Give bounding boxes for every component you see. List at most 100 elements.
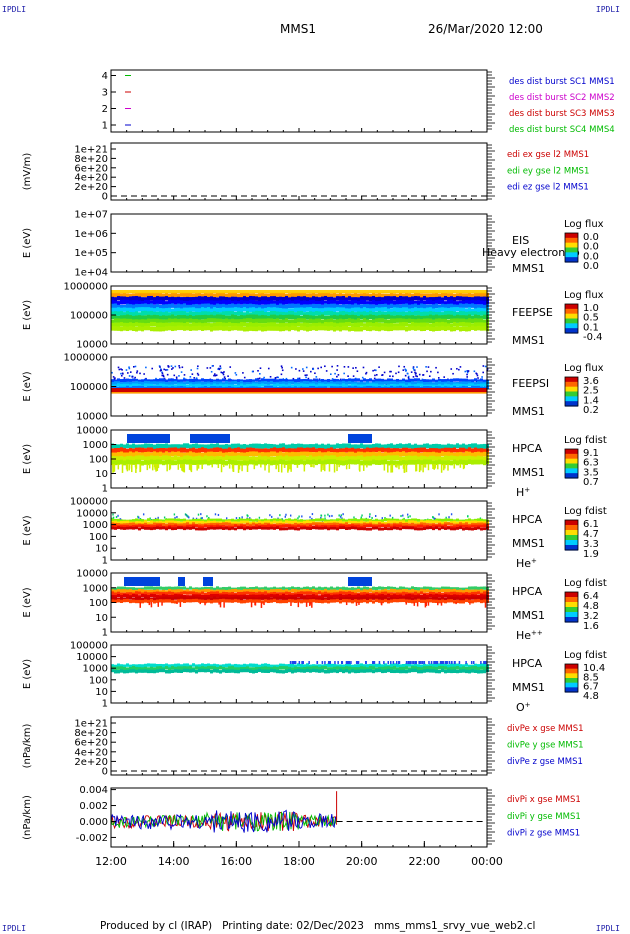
spectrogram-dot [167,366,170,368]
feepse-spectrogram-cell [465,322,468,327]
hpca_he1-spectrogram-cell [408,526,411,530]
feepse-spectrogram-cell [228,299,231,305]
feepse-spectrogram-cell [339,311,342,316]
hpca_he1-spectrogram-cell [459,526,462,530]
spectrogram-spike [228,464,231,469]
spectrogram-dot [145,366,147,369]
feepse-spectrogram-cell [345,308,348,313]
hpca_h-spectrogram-cell [408,459,411,465]
hpca_h-spectrogram-cell [330,452,333,457]
feepsi-spectrogram-cell [264,381,267,385]
feepse-spectrogram-cell [156,322,159,328]
feepse-spectrogram-cell [189,326,192,331]
y-tick-label: 0 [102,192,108,203]
hpca_h-spectrogram-cell [375,447,378,453]
spectrogram-spike [154,464,156,470]
hpca_he2-spectrogram-cell [237,599,240,603]
feepse-spectrogram-cell [159,304,162,310]
feepse-spectrogram-cell [369,322,372,327]
feepse-spectrogram-cell [174,297,177,302]
hpca_h-spectrogram-cell [399,443,402,449]
feepse-spectrogram-cell [138,322,141,328]
hpca_he2-spectrogram-cell [402,589,405,593]
spectrogram-patch [190,434,230,443]
spectrogram-dot [219,365,222,367]
hpca_he1-spectrogram-cell [459,520,462,524]
spectrogram-dot [397,371,400,374]
hpca_h-spectrogram-cell [123,460,126,466]
feepse-spectrogram-cell [363,325,366,331]
hpca_h-spectrogram-cell [369,456,372,462]
feepse-spectrogram-cell [333,322,336,328]
hpca_he1-spectrogram-cell [330,519,333,523]
feepse-spectrogram-cell [303,304,306,309]
hpca_he2-spectrogram-cell [306,589,309,593]
hpca_h-spectrogram-cell [120,451,123,457]
feepse-spectrogram-cell [126,299,129,305]
spectrogram-dot [373,377,376,380]
feepsi-spectrogram-cell [243,379,246,384]
spectrogram-spike [126,464,129,472]
feepsi-spectrogram-cell [147,386,150,390]
spectrogram-spike [151,464,154,471]
hpca_he2-spectrogram-cell [267,594,270,598]
hpca_he2-spectrogram-cell [372,594,375,598]
hpca_he2-spectrogram-cell [363,586,366,590]
feepse-spectrogram-cell [225,326,228,331]
hpca_he1-spectrogram-cell [426,520,429,524]
hpca_he2-spectrogram-cell [306,586,309,590]
hpca_h-spectrogram-cell [393,448,396,453]
feepse-spectrogram-cell [294,296,297,302]
spectrogram-dot [127,372,129,374]
hpca_he2-spectrogram-cell [171,591,174,596]
feepse-spectrogram-cell [186,318,189,324]
hpca_he2-spectrogram-cell [321,594,324,599]
feepsi-spectrogram-cell [270,385,273,390]
feepse-spectrogram-cell [309,323,312,328]
feepse-spectrogram-cell [192,311,195,317]
hpca_he2-spectrogram-cell [210,586,213,590]
feepse-spectrogram-cell [297,292,300,298]
hpca_he1-spectrogram-cell [198,525,201,529]
hpca_he1-spectrogram-cell [351,526,354,530]
hpca_he1-spectrogram-cell [327,521,330,524]
feepsi-spectrogram-cell [246,384,249,388]
spectrogram-dot [343,366,346,368]
hpca_he2-spectrogram-cell [333,587,336,591]
feepsi-spectrogram-cell [123,383,126,388]
hpca_he1-spectrogram-cell [132,522,135,526]
feepse-spectrogram-cell [264,300,267,305]
hpca_he2-spectrogram-cell [312,594,315,598]
hpca_he1-spectrogram-cell [240,524,243,528]
feepsi-spectrogram-cell [135,378,138,383]
hpca_he2-spectrogram-cell [303,589,306,593]
hpca_h-spectrogram-cell [309,447,312,453]
feepsi-spectrogram-cell [348,378,351,382]
hpca_h-spectrogram-cell [207,456,210,461]
hpca_he2-spectrogram-cell [456,596,459,600]
spectrogram-spike [345,464,348,470]
hpca_h-spectrogram-cell [285,451,288,457]
feepse-spectrogram-cell [189,297,192,302]
hpca_he2-spectrogram-cell [282,593,285,598]
feepse-spectrogram-cell [360,299,363,305]
feepse-spectrogram-cell [249,299,252,305]
feepse-spectrogram-cell [333,319,336,325]
hpca_h-spectrogram-cell [147,456,150,462]
hpca_h-spectrogram-cell [288,444,291,450]
hpca_he2-spectrogram-cell [201,594,204,599]
feepse-spectrogram-cell [279,326,282,332]
feepsi-spectrogram-cell [177,381,180,386]
hpca_h-spectrogram-cell [342,443,345,449]
feepse-spectrogram-cell [462,293,465,298]
hpca_he2-spectrogram-cell [270,599,273,603]
feepsi-spectrogram-cell [324,386,327,390]
spectrogram-dot [430,370,432,373]
hpca_he2-spectrogram-cell [183,591,186,595]
spectrogram-spike [447,464,449,471]
hpca_he2-spectrogram-cell [168,599,171,603]
feepse-spectrogram-cell [477,304,480,310]
feepse-spectrogram-cell [357,297,360,302]
hpca_he1-spectrogram-cell [423,525,426,529]
hpca_h-spectrogram-cell [342,451,345,457]
